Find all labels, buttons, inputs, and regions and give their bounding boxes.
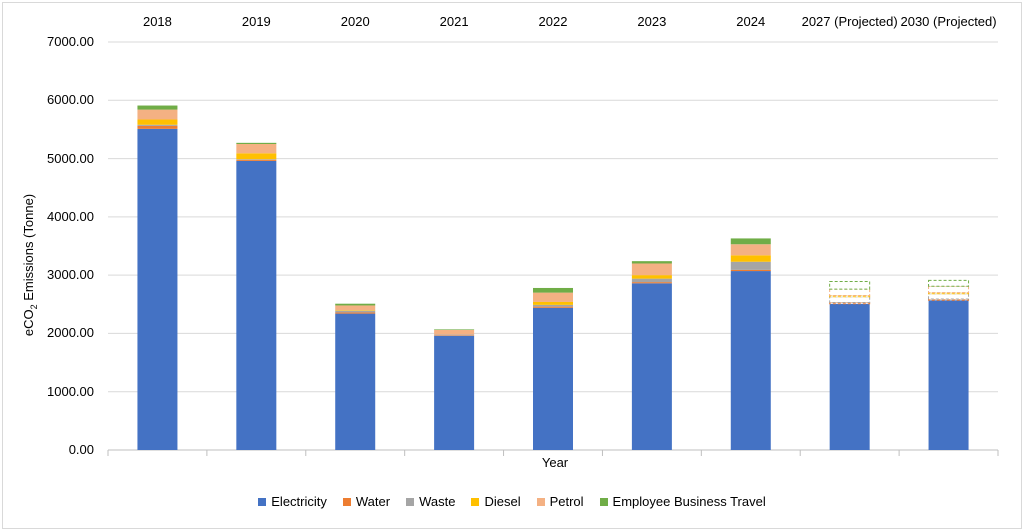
legend-label: Petrol: [549, 494, 584, 509]
y-tick-label: 1000.00: [47, 383, 94, 399]
bar-segment: [533, 304, 573, 307]
bar-segment: [335, 310, 376, 313]
bar-segment: [335, 310, 376, 311]
bar-segment: [829, 288, 871, 297]
bar-segment: [137, 109, 178, 120]
legend-label: Waste: [419, 494, 456, 509]
bar-segment: [631, 283, 672, 450]
x-axis-label: Year: [541, 455, 569, 470]
bar-segment: [533, 292, 573, 302]
bar-segment: [928, 300, 969, 450]
bar-segment: [434, 335, 475, 336]
legend-swatch: [342, 497, 351, 506]
legend-swatch: [406, 497, 415, 506]
bar-segment: [335, 305, 376, 311]
bar-segment: [829, 303, 870, 450]
category-label: 2027 (Projected): [801, 14, 898, 29]
category-label: 2030 (Projected): [900, 14, 997, 29]
bar-segment: [236, 159, 277, 161]
bar-segment: [631, 263, 672, 276]
bar-segment: [236, 142, 277, 144]
category-label: 2020: [340, 14, 370, 29]
legend-swatch: [599, 497, 608, 506]
bar-segment: [434, 335, 475, 450]
bar-segment: [730, 269, 771, 272]
bar-segment: [730, 255, 771, 262]
bar-segment: [137, 125, 178, 129]
legend-item: Water: [342, 494, 391, 509]
bar-segment: [335, 312, 376, 314]
category-label: 2022: [538, 14, 568, 29]
bar-segment: [533, 306, 573, 308]
bar-segment: [829, 281, 871, 290]
bar-segment: [928, 279, 970, 287]
bar-segment: [730, 261, 771, 270]
bar-segment: [236, 159, 277, 160]
y-axis-label: eCO2 Emissions (Tonne): [21, 193, 39, 337]
legend-swatch: [258, 497, 267, 506]
bar-segment: [631, 261, 672, 264]
bar-segment: [236, 153, 277, 160]
bar-segment: [928, 285, 970, 294]
bar-segment: [631, 275, 672, 279]
y-tick-label: 2000.00: [47, 325, 94, 341]
bar-segment: [434, 329, 475, 330]
legend-swatch: [536, 497, 545, 506]
legend-item: Waste: [406, 494, 455, 509]
y-tick-label: 5000.00: [47, 150, 94, 166]
bar-segment: [137, 105, 178, 110]
y-tick-label: 3000.00: [47, 267, 94, 283]
bar-segment: [137, 119, 178, 125]
bar-segment: [434, 334, 475, 336]
legend-item: Petrol: [536, 494, 584, 509]
bar-segment: [928, 293, 970, 300]
bar-segment: [533, 287, 573, 293]
bar-segment: [434, 329, 475, 335]
category-label: 2024: [736, 14, 766, 29]
category-label: 2021: [439, 14, 469, 29]
y-tick-label: 6000.00: [47, 92, 94, 108]
bar-segment: [236, 144, 277, 154]
legend-label: Employee Business Travel: [612, 494, 766, 509]
bar-segment: [137, 128, 178, 451]
y-tick-label: 4000.00: [47, 208, 94, 224]
bar-segment: [730, 271, 771, 450]
bar-segment: [533, 307, 573, 450]
bar-segment: [236, 160, 277, 450]
category-label: 2019: [241, 14, 271, 29]
bar-segment: [335, 303, 376, 306]
y-tick-label: 0.00: [68, 442, 94, 457]
category-label: 2018: [142, 14, 172, 29]
legend-item: Diesel: [471, 494, 521, 509]
legend-label: Diesel: [484, 494, 521, 509]
bar-segment: [730, 238, 771, 245]
bar-segment: [335, 313, 376, 450]
legend-label: Electricity: [271, 494, 327, 509]
legend-swatch: [471, 497, 480, 506]
bar-segment: [533, 301, 573, 305]
category-label: 2023: [637, 14, 667, 29]
bar-segment: [137, 124, 178, 126]
legend: Electricity Water Waste Diesel Petrol Employe…: [0, 494, 1024, 509]
legend-item: Employee Business Travel: [599, 494, 766, 509]
bar-segment: [631, 282, 672, 284]
bar-segment: [829, 296, 871, 304]
bar-segment: [631, 278, 672, 283]
legend-item: Electricity: [258, 494, 327, 509]
bar-segment: [730, 244, 771, 256]
legend-label: Water: [355, 494, 391, 509]
y-tick-label: 7000.00: [47, 34, 94, 49]
